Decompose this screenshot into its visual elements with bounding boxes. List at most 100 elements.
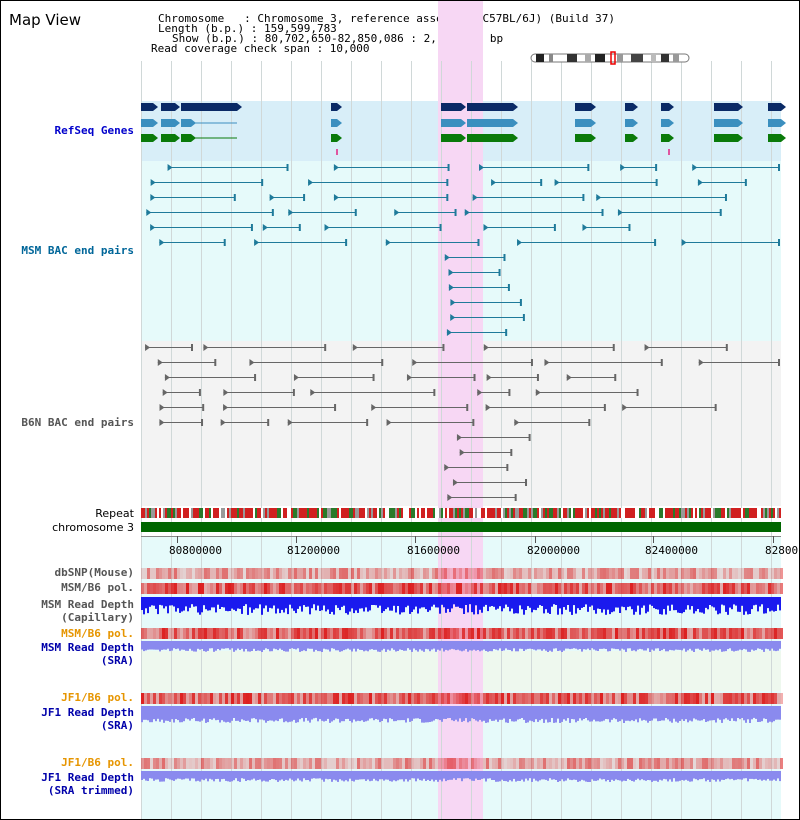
repeat-segment xyxy=(367,508,369,518)
jf1-b6-pol-3-cell xyxy=(720,758,723,769)
jf1-trim-depth-bar xyxy=(649,771,651,781)
jf1-sra-depth-bar xyxy=(379,706,381,723)
jf1-trim-depth-bar xyxy=(201,771,203,780)
jf1-b6-pol-cell xyxy=(684,693,687,704)
dbsnp-cell xyxy=(582,568,585,579)
jf1-b6-pol-3-label[interactable]: JF1/B6 pol. xyxy=(61,756,134,769)
jf1-trim-depth-bar xyxy=(525,771,527,779)
msm-read-depth-capillary-label[interactable]: MSM Read Depth xyxy=(41,598,134,611)
jf1-b6-pol-cell xyxy=(144,693,147,704)
gene-strand-arrow xyxy=(738,134,743,142)
msm-bac-pair-end xyxy=(439,224,442,231)
msm-b6-pol-cell xyxy=(477,583,480,594)
msm-b6-pol-2-label[interactable]: MSM/B6 pol. xyxy=(61,627,134,640)
jf1-trim-depth-bar xyxy=(165,771,167,779)
dbsnp-label[interactable]: dbSNP(Mouse) xyxy=(54,566,134,579)
jf1-sra-depth-bar xyxy=(263,706,265,721)
jf1-sra-depth-bar xyxy=(739,706,741,720)
jf1-trim-depth-bar xyxy=(651,771,653,782)
jf1-b6-pol-cell xyxy=(549,693,552,704)
dbsnp-cell xyxy=(330,568,333,579)
jf1-sra-depth-bar xyxy=(293,706,295,720)
jf1-trim-depth-bar xyxy=(677,771,679,782)
msm-b6-pol-cell xyxy=(354,583,357,594)
repeat-segment xyxy=(773,508,775,518)
jf1-trim-depth-bar xyxy=(593,771,595,781)
dbsnp-cell xyxy=(708,568,711,579)
jf1-b6-pol-cell xyxy=(297,693,300,704)
msm-capillary-depth-bar xyxy=(303,597,305,606)
dbsnp-cell xyxy=(669,568,672,579)
b6n-bac-label[interactable]: B6N BAC end pairs xyxy=(21,416,134,429)
msm-b6-pol-cell xyxy=(309,583,312,594)
msm-b6-pol-cell xyxy=(219,583,222,594)
jf1-trim-depth-bar xyxy=(529,771,531,779)
repeat-segment xyxy=(325,508,327,518)
jf1-sra-depth-bar xyxy=(231,706,233,721)
jf1-sra-depth-bar xyxy=(715,706,717,723)
jf1-sra-depth-bar xyxy=(541,706,543,719)
jf1-b6-pol-3-cell xyxy=(387,758,390,769)
repeat-segment xyxy=(473,508,475,518)
jf1-b6-pol-cell xyxy=(516,693,519,704)
repeat-segment xyxy=(603,508,605,518)
jf1-sra-depth-bar xyxy=(421,706,423,723)
msm-capillary-depth-bar xyxy=(383,597,385,612)
jf1-sra-depth-bar xyxy=(349,706,351,721)
msm-sra-depth-bar xyxy=(449,641,451,650)
msm-b6-pol-2-cell xyxy=(744,628,747,639)
jf1-b6-pol-label[interactable]: JF1/B6 pol. xyxy=(61,691,134,704)
msm-b6-pol-cell xyxy=(645,583,648,594)
msm-capillary-depth-bar xyxy=(253,597,255,610)
jf1-sra-depth-bar xyxy=(723,706,725,720)
msm-sra-depth-bar xyxy=(715,641,717,650)
jf1-sra-depth-bar xyxy=(701,706,703,721)
dbsnp-cell xyxy=(228,568,231,579)
jf1-trim-depth-bar xyxy=(701,771,703,780)
jf1-sra-depth-bar xyxy=(559,706,561,723)
msm-b6-pol-2-cell xyxy=(426,628,429,639)
msm-bac-label[interactable]: MSM BAC end pairs xyxy=(21,244,134,257)
jf1-sra-depth-bar xyxy=(237,706,239,721)
jf1-b6-pol-3-cell xyxy=(147,758,150,769)
jf1-b6-pol-cell xyxy=(525,693,528,704)
jf1-b6-pol-cell xyxy=(201,693,204,704)
jf1-b6-pol-cell xyxy=(642,693,645,704)
dbsnp-cell xyxy=(273,568,276,579)
repeat-segment xyxy=(199,508,201,518)
msm-sra-depth-bar xyxy=(383,641,385,649)
msm-b6-pol-label[interactable]: MSM/B6 pol. xyxy=(61,581,134,594)
msm-capillary-depth-bar xyxy=(297,597,299,609)
msm-capillary-depth-bar xyxy=(585,597,587,605)
jf1-sra-depth-bar xyxy=(313,706,315,719)
msm-b6-pol-cell xyxy=(237,583,240,594)
msm-capillary-depth-bar xyxy=(641,597,643,608)
msm-b6-pol-cell xyxy=(189,583,192,594)
refseq-genes-label[interactable]: RefSeq Genes xyxy=(54,124,134,137)
jf1-b6-pol-cell xyxy=(210,693,213,704)
jf1-trim-depth-bar xyxy=(633,771,635,782)
jf1-sra-depth-bar xyxy=(769,706,771,722)
jf1-trim-depth-bar xyxy=(769,771,771,781)
dbsnp-cell xyxy=(621,568,624,579)
repeat-segment xyxy=(315,508,317,518)
msm-b6-pol-2-cell xyxy=(738,628,741,639)
msm-sra-depth-bar xyxy=(631,641,633,651)
repeat-segment xyxy=(427,508,429,518)
jf1-b6-pol-3-cell xyxy=(267,758,270,769)
jf1-sra-depth-bar xyxy=(201,706,203,721)
msm-sra-depth-bar xyxy=(317,641,319,652)
msm-capillary-depth-bar xyxy=(181,597,183,612)
jf1-sra-depth-bar xyxy=(545,706,547,720)
msm-sra-depth-bar xyxy=(615,641,617,650)
jf1-read-depth-sra-label[interactable]: JF1 Read Depth xyxy=(41,706,134,719)
jf1-trim-depth-bar xyxy=(307,771,309,780)
jf1-read-depth-trim-label[interactable]: JF1 Read Depth xyxy=(41,771,134,784)
jf1-sra-depth-bar xyxy=(153,706,155,720)
jf1-b6-pol-cell xyxy=(636,693,639,704)
msm-capillary-depth-bar xyxy=(299,597,301,607)
dbsnp-cell xyxy=(411,568,414,579)
msm-read-depth-sra-label[interactable]: MSM Read Depth xyxy=(41,641,134,654)
jf1-sra-depth-bar xyxy=(283,706,285,723)
